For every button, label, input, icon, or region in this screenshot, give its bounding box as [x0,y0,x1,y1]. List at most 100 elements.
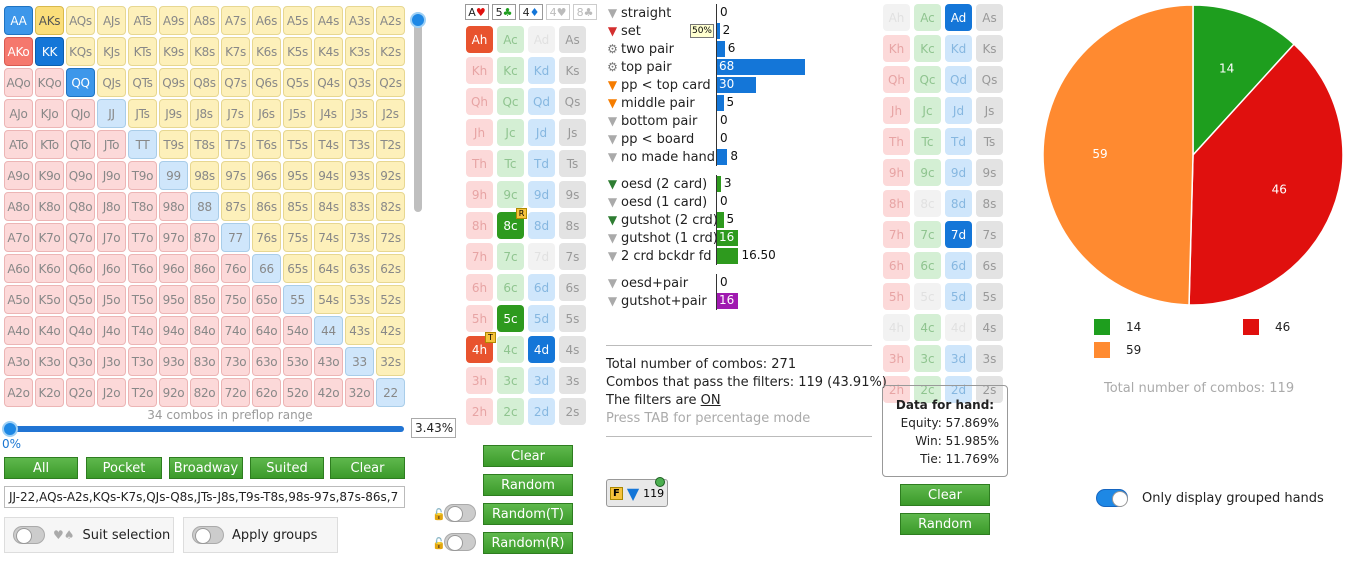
hand-cell[interactable]: A9s [159,6,188,35]
hand-cell[interactable]: J2o [97,378,126,407]
hand-cell[interactable]: T6s [252,130,281,159]
hand-cell[interactable]: 43o [314,347,343,376]
hand-cell[interactable]: 63s [345,254,374,283]
right-board-card[interactable]: Kh [883,35,910,62]
filter-row[interactable]: ▼ gutshot (1 crd) [606,229,718,247]
apply-groups-toggle[interactable]: Apply groups [183,517,338,553]
hand-cell[interactable]: KTo [35,130,64,159]
right-board-card[interactable]: 2s [976,376,1003,403]
left-board-card[interactable]: Kd [528,57,555,84]
right-board-card[interactable]: 8c [914,190,941,217]
hand-cell[interactable]: J5o [97,285,126,314]
hand-cell[interactable]: A2o [4,378,33,407]
right-board-card[interactable]: Qc [914,66,941,93]
funnel-icon[interactable]: ▼ [607,96,618,110]
hand-cell[interactable]: T2o [128,378,157,407]
hand-cell[interactable]: Q2o [66,378,95,407]
right-board-card[interactable]: 6c [914,252,941,279]
hand-clear-button[interactable]: Clear [900,484,990,506]
hand-cell[interactable]: 82o [190,378,219,407]
hand-cell[interactable]: 97o [159,223,188,252]
left-board-card[interactable]: Ad [528,26,555,53]
hand-cell[interactable]: 86s [252,192,281,221]
right-board-card[interactable]: 7s [976,221,1003,248]
hand-random-button[interactable]: Random [900,513,990,535]
right-board-card[interactable]: 4h [883,314,910,341]
left-board-card[interactable]: 7h [466,243,493,270]
filter-row[interactable]: ▼ straight [606,4,672,22]
left-board-card[interactable]: 3d [528,367,555,394]
right-board-card[interactable]: 5s [976,283,1003,310]
random-turn-button[interactable]: Random(T) [483,503,573,525]
left-board-card[interactable]: 2s [559,398,586,425]
right-board-card[interactable]: 9h [883,159,910,186]
hand-cell[interactable]: A7o [4,223,33,252]
right-board-card[interactable]: 6s [976,252,1003,279]
hand-cell[interactable]: K6s [252,37,281,66]
hand-cell[interactable]: J8s [190,99,219,128]
hand-cell[interactable]: K2o [35,378,64,407]
hand-cell[interactable]: TT [128,130,157,159]
vertical-slider[interactable] [410,12,426,212]
hand-cell[interactable]: ATo [4,130,33,159]
hand-cell[interactable]: Q7o [66,223,95,252]
hand-cell[interactable]: JJ [97,99,126,128]
hand-cell[interactable]: AA [4,6,33,35]
hand-cell[interactable]: 84s [314,192,343,221]
right-board-card[interactable]: 3h [883,345,910,372]
hand-cell[interactable]: 98o [159,192,188,221]
filter-row[interactable]: ▼ middle pair [606,94,695,112]
left-board-card[interactable]: 8c R [497,208,527,239]
hand-cell[interactable]: A5s [283,6,312,35]
hand-cell[interactable]: A9o [4,161,33,190]
left-board-card[interactable]: 4d [528,336,555,363]
hand-cell[interactable]: Q4s [314,68,343,97]
right-board-card[interactable]: Th [883,128,910,155]
right-board-card[interactable]: Qh [883,66,910,93]
hand-cell[interactable]: J2s [376,99,405,128]
hand-cell[interactable]: 72s [376,223,405,252]
left-board-card[interactable]: Ks [559,57,586,84]
left-board-card[interactable]: 6h [466,274,493,301]
hand-cell[interactable]: QTo [66,130,95,159]
left-board-card[interactable]: Kc [497,57,524,84]
random-river-button[interactable]: Random(R) [483,532,573,554]
range-slider-knob[interactable] [2,421,18,437]
right-board-card[interactable]: 7h [883,221,910,248]
right-board-card[interactable]: Ks [976,35,1003,62]
hand-cell[interactable]: T7s [221,130,250,159]
hand-cell[interactable]: T6o [128,254,157,283]
filter-row[interactable]: ▼ set [606,22,641,40]
hand-cell[interactable]: 83o [190,347,219,376]
hand-cell[interactable]: 95s [283,161,312,190]
hand-cell[interactable]: 93s [345,161,374,190]
hand-cell[interactable]: T7o [128,223,157,252]
hand-cell[interactable]: 97s [221,161,250,190]
hand-cell[interactable]: A3o [4,347,33,376]
left-board-card[interactable]: 9h [466,181,493,208]
right-board-card[interactable]: 4s [976,314,1003,341]
hand-cell[interactable]: 53s [345,285,374,314]
hand-cell[interactable]: J4s [314,99,343,128]
funnel-icon[interactable]: ▼ [607,78,618,92]
hand-cell[interactable]: 86o [190,254,219,283]
grouped-hands-toggle[interactable]: Only display grouped hands [1088,489,1324,507]
suit-selection-toggle[interactable]: ♥♠ Suit selection [4,517,174,553]
filter-row[interactable]: ▼ oesd+pair [606,274,688,292]
hand-cell[interactable]: Q5o [66,285,95,314]
right-board-card[interactable]: 6h [883,252,910,279]
left-board-card[interactable]: 4s [559,336,586,363]
right-board-card[interactable]: 5c [914,283,941,310]
left-board-card[interactable]: 8d [528,212,555,239]
range-percent[interactable]: 3.43% [411,418,456,438]
hand-cell[interactable]: 87o [190,223,219,252]
hand-cell[interactable]: KTs [128,37,157,66]
filter-row[interactable]: ▼ oesd (1 card) [606,193,707,211]
hand-cell[interactable]: AJo [4,99,33,128]
hand-cell[interactable]: Q5s [283,68,312,97]
hand-cell[interactable]: 99 [159,161,188,190]
right-board-card[interactable]: 3s [976,345,1003,372]
random-t-toggle[interactable] [444,504,476,522]
broadway-button[interactable]: Broadway [169,457,243,479]
hand-cell[interactable]: K3s [345,37,374,66]
